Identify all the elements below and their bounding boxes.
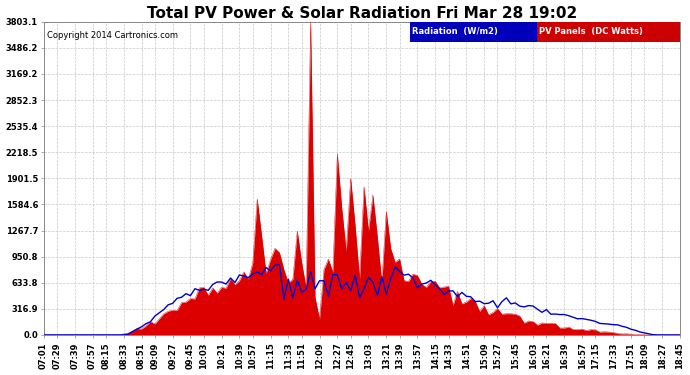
Text: PV Panels  (DC Watts): PV Panels (DC Watts) xyxy=(540,27,643,36)
Bar xyxy=(409,22,537,42)
Text: Radiation  (W/m2): Radiation (W/m2) xyxy=(412,27,498,36)
Bar xyxy=(537,22,680,42)
Title: Total PV Power & Solar Radiation Fri Mar 28 19:02: Total PV Power & Solar Radiation Fri Mar… xyxy=(147,6,577,21)
Text: Copyright 2014 Cartronics.com: Copyright 2014 Cartronics.com xyxy=(47,31,178,40)
